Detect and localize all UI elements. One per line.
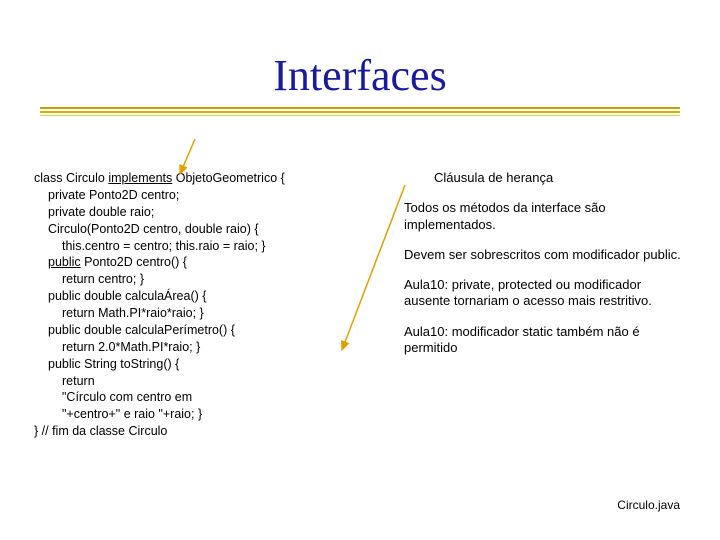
content-area: class Circulo implements ObjetoGeometric…: [34, 170, 700, 440]
page-title: Interfaces: [273, 50, 446, 101]
note-override-public: Devem ser sobrescritos com modificador p…: [404, 247, 684, 263]
code-line: public String toString() {: [34, 356, 404, 373]
note-inheritance: Cláusula de herança: [404, 170, 684, 186]
code-line: this.centro = centro; this.raio = raio; …: [34, 238, 404, 255]
code-line: return 2.0*Math.PI*raio; }: [34, 339, 404, 356]
code-line: public double calculaPerímetro() {: [34, 322, 404, 339]
code-line: "+centro+" e raio "+raio; }: [34, 406, 404, 423]
code-line: private double raio;: [34, 204, 404, 221]
notes-block: Cláusula de herança Todos os métodos da …: [404, 170, 684, 440]
code-line: return Math.PI*raio*raio; }: [34, 305, 404, 322]
code-text: Ponto2D centro() {: [81, 255, 187, 269]
note-text: Aula10: [404, 277, 444, 292]
code-line: "Círculo com centro em: [34, 389, 404, 406]
note-text: Aula10: [404, 324, 444, 339]
code-line: return: [34, 373, 404, 390]
note-text: Devem ser sobrescritos com modificador: [404, 247, 643, 262]
title-underline: [40, 107, 680, 121]
keyword-implements: implements: [108, 171, 172, 185]
note-methods-implemented: Todos os métodos da interface são implem…: [404, 200, 684, 233]
note-text: public: [643, 247, 677, 262]
code-text: ObjetoGeometrico {: [172, 171, 285, 185]
code-text: class Circulo: [34, 171, 108, 185]
code-block: class Circulo implements ObjetoGeometric…: [34, 170, 404, 440]
code-line: public double calculaÁrea() {: [34, 288, 404, 305]
code-line: } // fim da classe Circulo: [34, 424, 167, 438]
note-text: .: [677, 247, 681, 262]
code-line: Circulo(Ponto2D centro, double raio) {: [34, 221, 404, 238]
keyword-public: public: [48, 255, 81, 269]
note-aula10-static: Aula10: modificador static também não é …: [404, 324, 684, 357]
code-line: private Ponto2D centro;: [34, 187, 404, 204]
filename-label: Circulo.java: [617, 498, 680, 512]
note-aula10-access: Aula10: private, protected ou modificado…: [404, 277, 684, 310]
code-line: return centro; }: [34, 271, 404, 288]
